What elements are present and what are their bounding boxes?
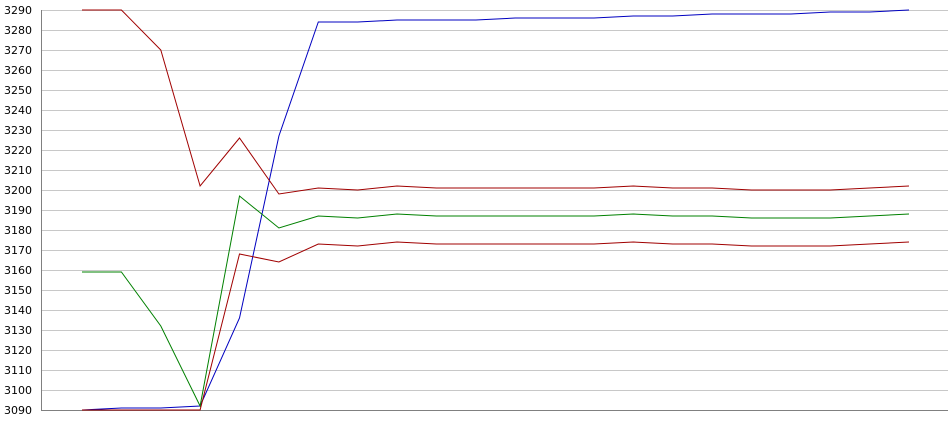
y-tick-label: 3170 — [4, 244, 32, 257]
series-line-1 — [81, 9, 910, 411]
y-tick-label: 3160 — [4, 264, 32, 277]
y-tick-label: 3150 — [4, 284, 32, 297]
y-tick-label: 3090 — [4, 404, 32, 417]
y-tick-label: 3210 — [4, 164, 32, 177]
y-tick-label: 3180 — [4, 224, 32, 237]
y-tick-label: 3240 — [4, 104, 32, 117]
series-line-3 — [82, 195, 910, 408]
y-tick-label: 3230 — [4, 124, 32, 137]
series-line-4 — [82, 241, 910, 411]
gridlines — [41, 10, 948, 411]
series-lines — [81, 9, 910, 411]
y-tick-label: 3270 — [4, 44, 32, 57]
y-tick-label: 3100 — [4, 384, 32, 397]
y-tick-label: 3140 — [4, 304, 32, 317]
y-tick-label: 3200 — [4, 184, 32, 197]
y-tick-label: 3190 — [4, 204, 32, 217]
series-line-2 — [82, 9, 910, 195]
y-axis-tick-labels: 3090 3100 3110 3120 3130 3140 3150 3160 3170 3180… — [4, 4, 32, 417]
y-tick-label: 3280 — [4, 24, 32, 37]
y-tick-label: 3220 — [4, 144, 32, 157]
y-tick-label: 3120 — [4, 344, 32, 357]
y-tick-label: 3290 — [4, 4, 32, 17]
y-tick-label: 3250 — [4, 84, 32, 97]
y-tick-label: 3130 — [4, 324, 32, 337]
y-tick-label: 3260 — [4, 64, 32, 77]
y-tick-label: 3110 — [4, 364, 32, 377]
